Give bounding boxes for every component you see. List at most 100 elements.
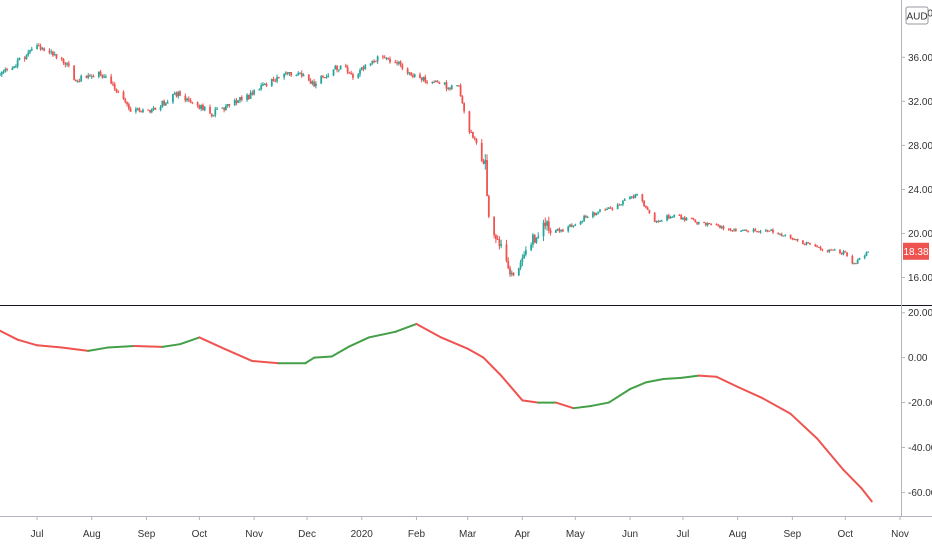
indicator-segment: [761, 397, 792, 415]
candle: [530, 242, 533, 252]
candle: [450, 84, 453, 90]
candle: [92, 74, 95, 78]
candle: [198, 104, 201, 110]
candle: [659, 220, 661, 222]
candle: [623, 198, 626, 201]
candle: [457, 85, 460, 87]
candle: [39, 43, 42, 51]
candle: [719, 224, 721, 229]
candle: [666, 214, 668, 222]
candle: [560, 229, 563, 233]
candle: [62, 58, 65, 65]
candle: [461, 95, 464, 104]
candle: [115, 88, 118, 94]
candle: [66, 62, 68, 67]
candle: [433, 80, 436, 83]
candle: [76, 79, 79, 83]
candle: [731, 229, 734, 232]
candle: [547, 216, 550, 234]
candle: [196, 101, 199, 108]
candle: [743, 229, 746, 231]
candle: [717, 223, 720, 227]
candle: [164, 102, 167, 107]
candle: [87, 72, 90, 80]
candle: [385, 57, 388, 61]
indicator-segment: [715, 375, 739, 388]
candle: [251, 90, 254, 96]
candle: [782, 235, 785, 237]
candle: [150, 108, 153, 114]
candle: [233, 98, 236, 106]
indicator-segment: [394, 322, 418, 333]
candle: [247, 94, 250, 100]
candle: [507, 257, 510, 270]
price-tick-label: 24.00: [908, 185, 932, 196]
candle: [856, 258, 859, 264]
candle: [443, 82, 446, 86]
indicator-segment: [440, 336, 469, 350]
candle: [97, 71, 100, 79]
x-tick-label: Sep: [138, 529, 156, 540]
candle: [459, 83, 462, 97]
candle: [166, 99, 169, 104]
candle: [789, 234, 792, 240]
candle: [521, 254, 524, 267]
candle: [757, 230, 760, 233]
candle: [152, 105, 155, 111]
candle: [0, 71, 3, 77]
candle: [599, 208, 601, 213]
candle: [745, 229, 748, 232]
candle: [487, 194, 490, 219]
candle: [609, 206, 612, 209]
candle: [43, 47, 46, 52]
candle: [629, 195, 631, 200]
candle: [406, 67, 409, 76]
candle: [129, 106, 132, 112]
candle: [524, 246, 527, 257]
candle: [554, 229, 557, 233]
candle: [533, 234, 536, 244]
x-tick-label: May: [566, 529, 585, 540]
candle: [579, 220, 582, 225]
candle: [344, 63, 347, 68]
candle: [657, 219, 660, 223]
candle: [260, 82, 263, 91]
candle: [445, 80, 448, 92]
candle: [246, 93, 248, 102]
candle: [791, 237, 794, 241]
candle: [283, 73, 286, 80]
candle: [426, 79, 428, 85]
candle: [505, 239, 508, 263]
candle: [648, 209, 651, 214]
indicator-tick-label: 20.00: [908, 308, 932, 319]
candle: [410, 72, 413, 77]
currency-badge: AUD: [905, 6, 929, 25]
candle: [574, 223, 577, 227]
x-tick-label: Nov: [245, 529, 263, 540]
candle: [833, 248, 836, 251]
candle: [78, 78, 81, 83]
indicator-segment: [415, 322, 443, 339]
candle: [262, 82, 264, 87]
candle: [210, 113, 213, 118]
candle: [581, 220, 584, 224]
candle: [11, 66, 14, 71]
candle: [422, 76, 425, 82]
candle: [768, 230, 771, 232]
candle: [389, 56, 391, 64]
candle: [350, 70, 353, 75]
candle: [364, 63, 367, 70]
candle: [408, 72, 411, 76]
candle: [842, 249, 845, 256]
candle: [48, 48, 51, 55]
candle: [830, 248, 833, 251]
candle: [703, 221, 706, 224]
candle: [53, 51, 56, 56]
candle: [373, 59, 376, 64]
candle: [216, 106, 218, 110]
candle: [276, 74, 278, 84]
candle: [117, 90, 120, 94]
candle: [173, 91, 176, 96]
price-tick-label: 32.00: [908, 97, 932, 108]
candle: [475, 138, 478, 145]
